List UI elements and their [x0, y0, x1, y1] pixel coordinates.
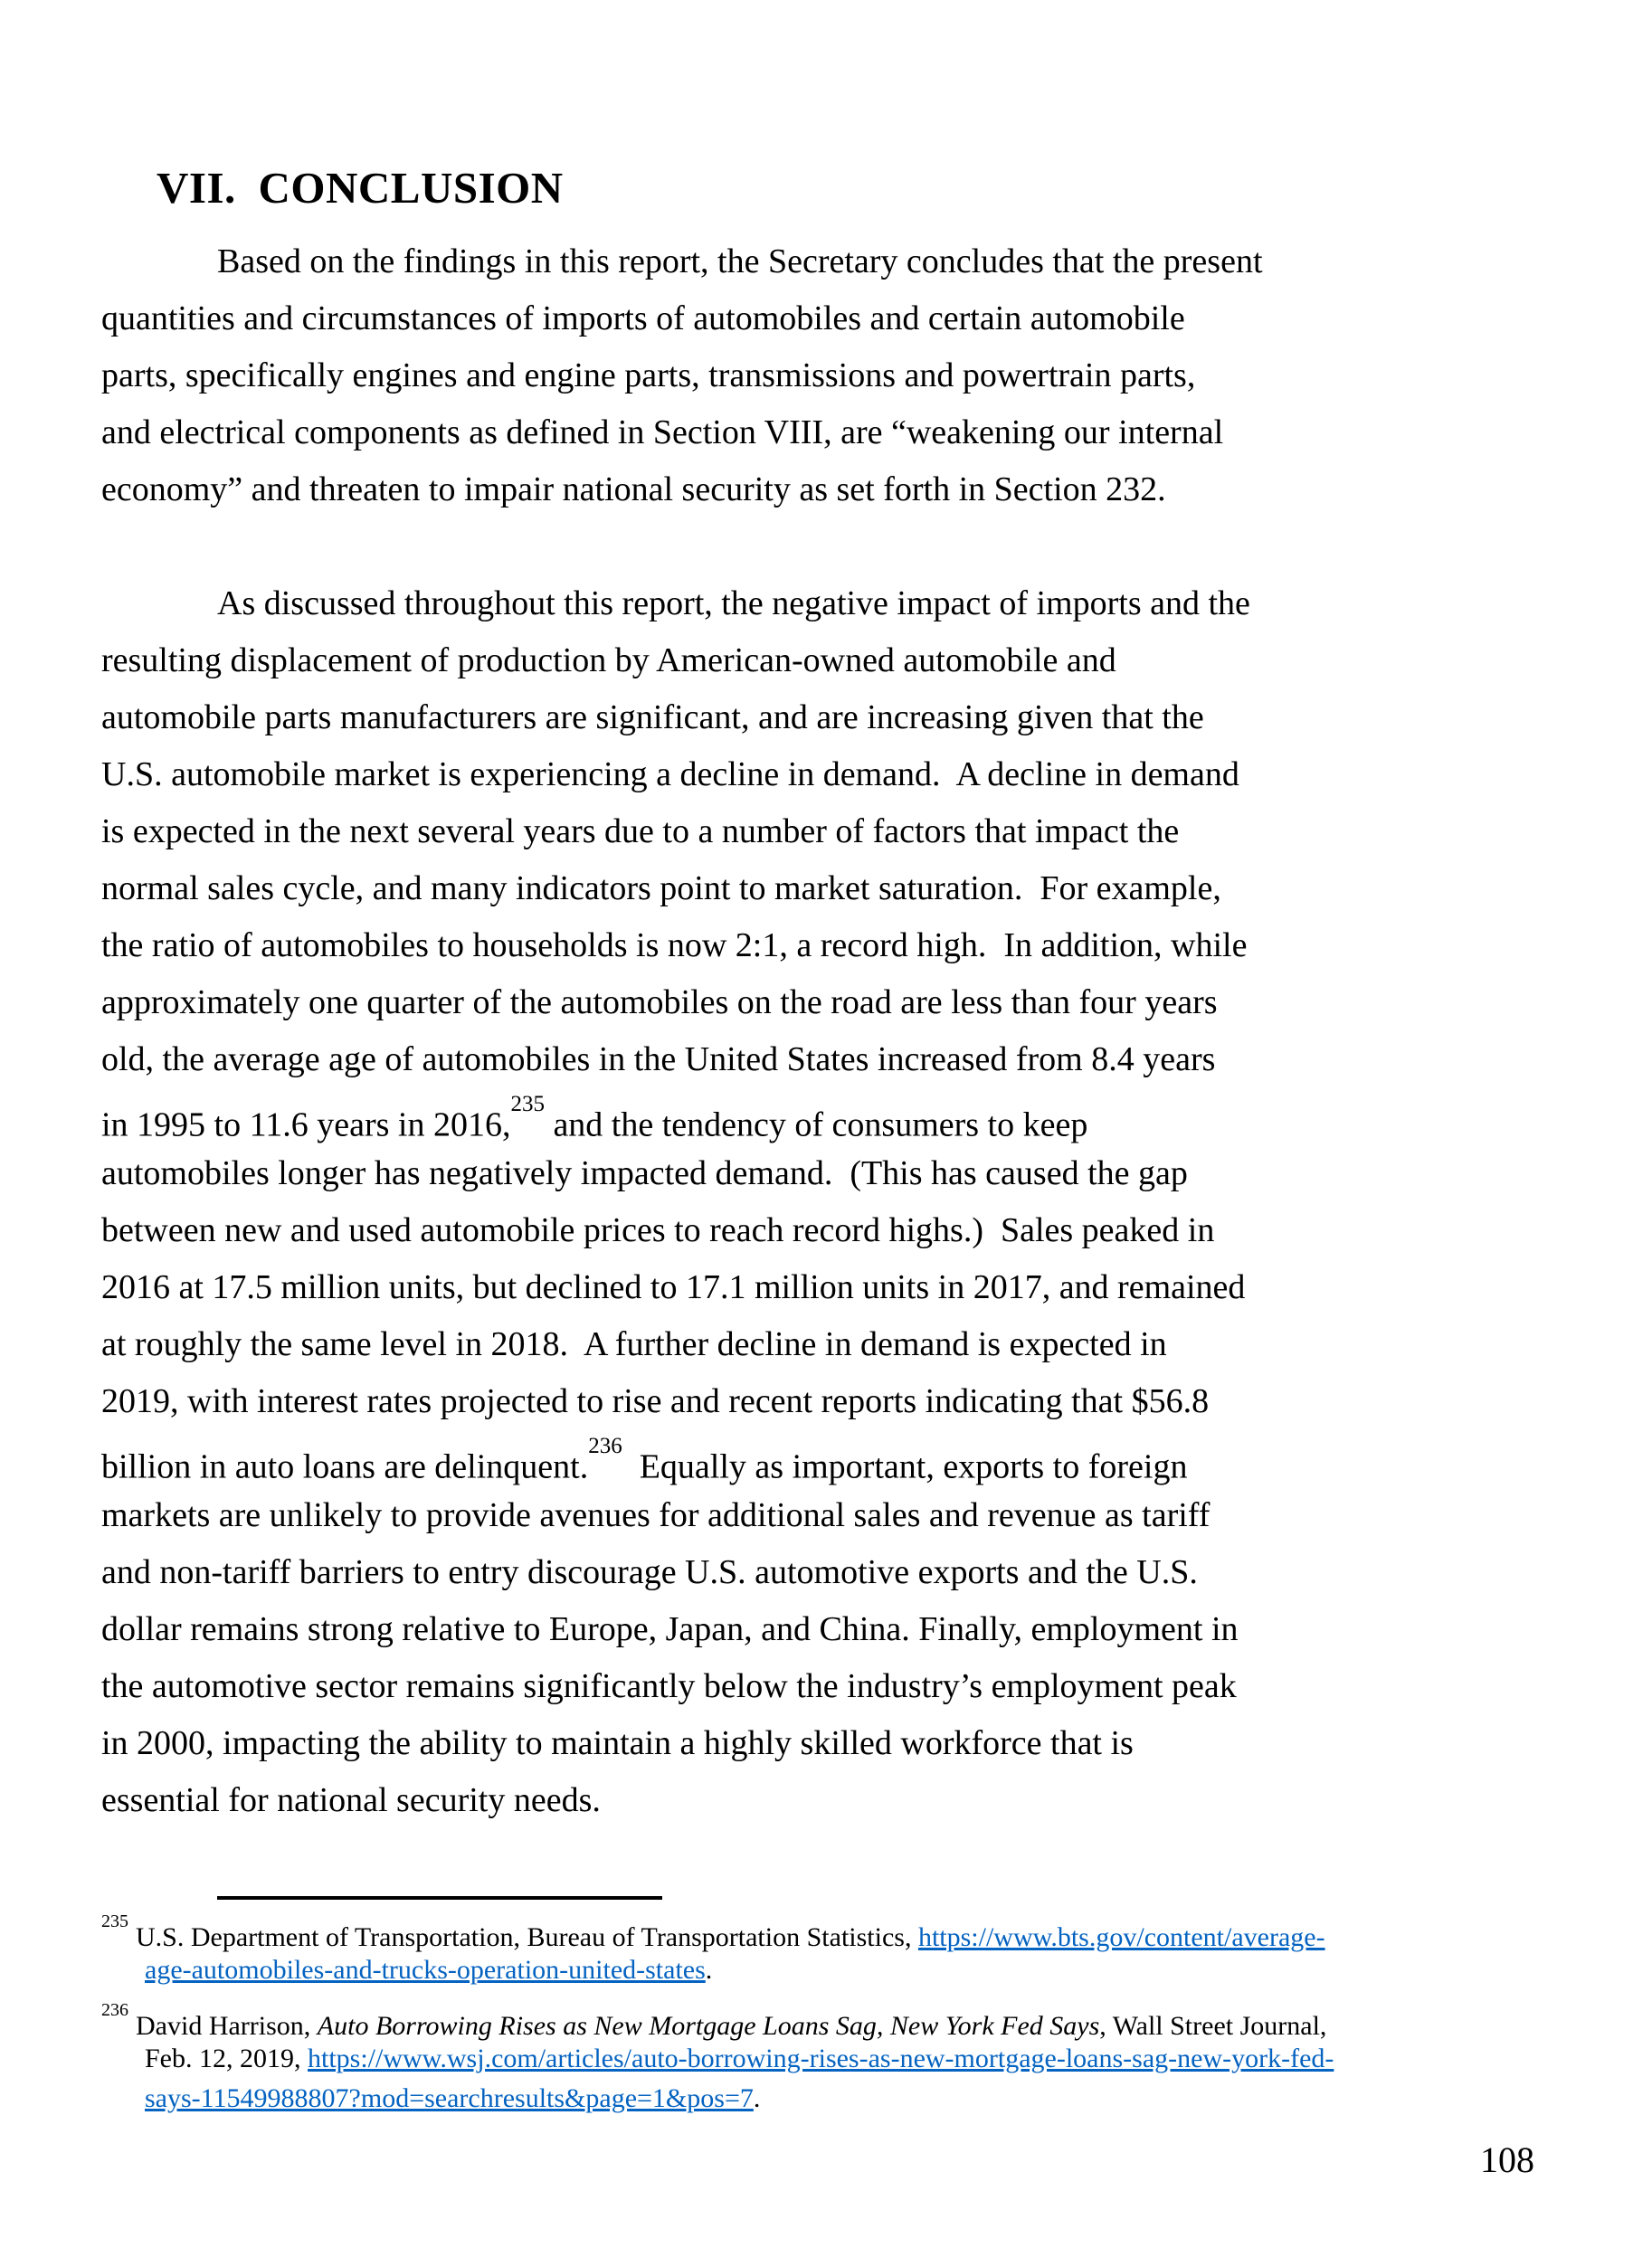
footnote-text: , Wall Street Journal,	[1099, 2011, 1327, 2041]
body-line: at roughly the same level in 2018. A fur…	[101, 1325, 1167, 1363]
body-text: and the tendency of consumers to keep	[544, 1105, 1088, 1144]
footnote-text: .	[705, 1955, 713, 1985]
paragraph-2: As discussed throughout this report, the…	[101, 575, 1621, 1829]
body-line: the ratio of automobiles to households i…	[101, 926, 1248, 964]
body-line: quantities and circumstances of imports …	[101, 299, 1185, 337]
footnote-text: Feb. 12, 2019,	[145, 2044, 308, 2073]
footnote-text: U.S. Department of Transportation, Burea…	[136, 1922, 918, 1952]
footnote-link-wsj[interactable]: https://www.wsj.com/articles/auto-borrow…	[308, 2044, 1334, 2073]
page-number: 108	[1480, 2139, 1534, 2180]
footnote-236: 236 David Harrison, Auto Borrowing Rises …	[101, 1999, 1621, 2119]
footnote-line: 235 U.S. Department of Transportation, Bu…	[101, 1911, 1621, 1952]
footnote-text: David Harrison,	[136, 2011, 318, 2041]
paragraph-1: Based on the findings in this report, th…	[101, 233, 1621, 518]
body-line: between new and used automobile prices t…	[101, 1211, 1215, 1249]
body-line-with-footnote-ref: in 1995 to 11.6 years in 2016,235 and th…	[101, 1088, 1621, 1145]
body-line: and electrical components as defined in …	[101, 413, 1224, 451]
body-line: parts, specifically engines and engine p…	[101, 356, 1196, 394]
body-line: is expected in the next several years du…	[101, 812, 1180, 850]
body-line: Based on the findings in this report, th…	[217, 242, 1263, 280]
body-line: As discussed throughout this report, the…	[217, 584, 1250, 622]
footnote-link-wsj-continued[interactable]: says-11549988807?mod=searchresults&page=…	[145, 2083, 754, 2113]
body-line: normal sales cycle, and many indicators …	[101, 869, 1221, 907]
article-title-italic: Auto Borrowing Rises as New Mortgage Loa…	[317, 2011, 1100, 2041]
footnote-separator	[217, 1896, 662, 1900]
footnote-line: Feb. 12, 2019, https://www.wsj.com/artic…	[101, 2039, 1621, 2079]
footnote-text: .	[753, 2083, 761, 2113]
body-line: 2016 at 17.5 million units, but declined…	[101, 1268, 1246, 1306]
body-line: the automotive sector remains significan…	[101, 1667, 1237, 1705]
footnote-marker-236: 236	[101, 2000, 128, 2020]
footnote-line: age-automobiles-and-trucks-operation-uni…	[101, 1950, 1621, 1990]
footnote-235: 235 U.S. Department of Transportation, Bu…	[101, 1911, 1621, 1990]
body-line-with-footnote-ref: billion in auto loans are delinquent.236…	[101, 1430, 1621, 1487]
body-text: in 1995 to 11.6 years in 2016,	[101, 1105, 511, 1144]
body-line: essential for national security needs.	[101, 1781, 601, 1819]
footnote-line: says-11549988807?mod=searchresults&page=…	[101, 2079, 1621, 2119]
body-text: billion in auto loans are delinquent.	[101, 1447, 589, 1486]
body-line: markets are unlikely to provide avenues …	[101, 1496, 1211, 1534]
body-line: economy” and threaten to impair national…	[101, 470, 1166, 508]
body-line: 2019, with interest rates projected to r…	[101, 1382, 1210, 1420]
footnote-marker-235: 235	[101, 1911, 128, 1931]
footnote-ref-236: 236	[588, 1434, 622, 1458]
body-text: Equally as important, exports to foreign	[622, 1447, 1188, 1486]
body-line: and non-tariff barriers to entry discour…	[101, 1553, 1198, 1591]
body-line: automobiles longer has negatively impact…	[101, 1154, 1188, 1192]
body-line: automobile parts manufacturers are signi…	[101, 698, 1204, 736]
body-line: old, the average age of automobiles in t…	[101, 1040, 1216, 1078]
section-title: VII. CONCLUSION	[157, 162, 564, 213]
footnote-link-bts-continued[interactable]: age-automobiles-and-trucks-operation-uni…	[145, 1955, 706, 1985]
body-line: dollar remains strong relative to Europe…	[101, 1610, 1239, 1648]
body-line: resulting displacement of production by …	[101, 641, 1116, 679]
footnote-line: 236 David Harrison, Auto Borrowing Rises …	[101, 1999, 1621, 2041]
body-line: approximately one quarter of the automob…	[101, 983, 1218, 1021]
footnote-ref-235: 235	[510, 1092, 545, 1116]
body-line: in 2000, impacting the ability to mainta…	[101, 1724, 1134, 1762]
body-line: U.S. automobile market is experiencing a…	[101, 755, 1239, 793]
footnote-link-bts[interactable]: https://www.bts.gov/content/average-	[917, 1922, 1325, 1952]
